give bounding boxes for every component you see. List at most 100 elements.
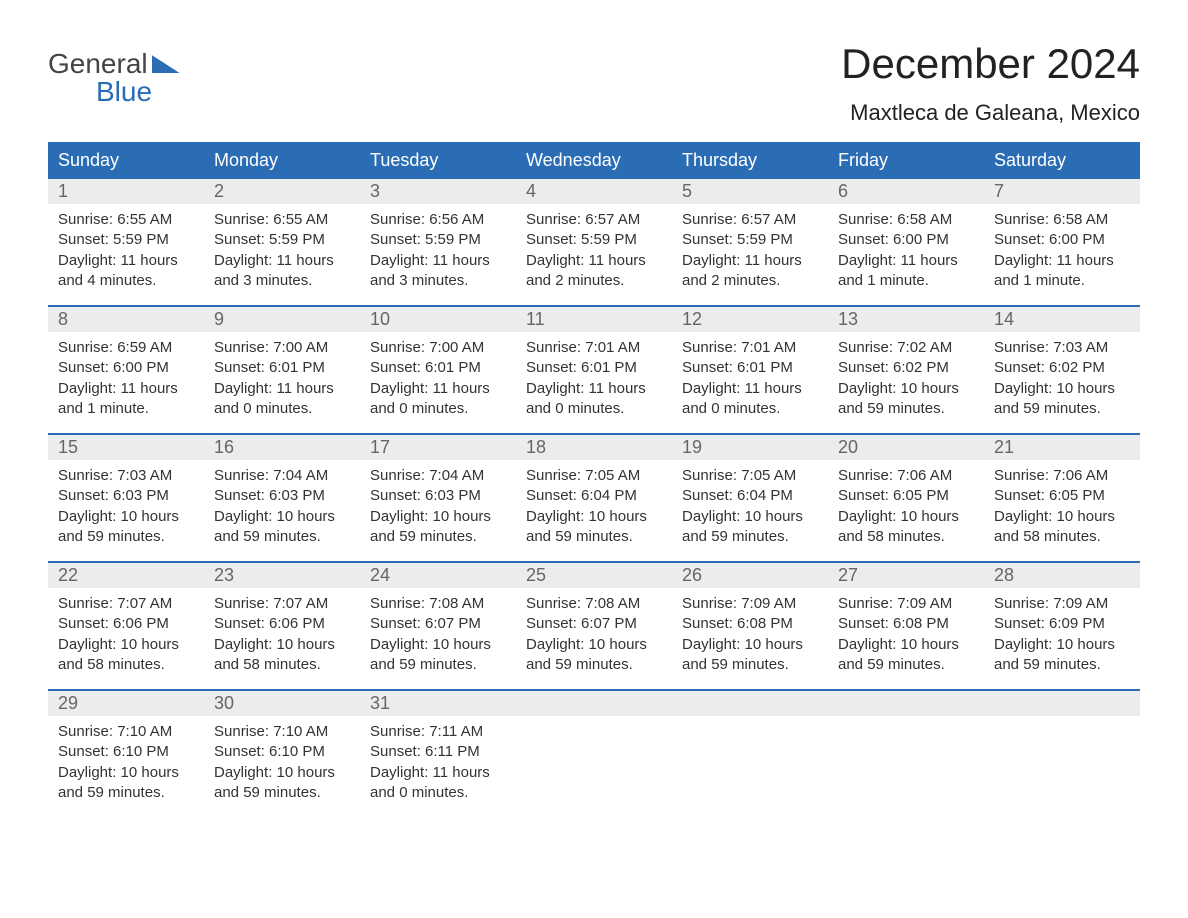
weekday-cell: Friday [828, 142, 984, 179]
daylight-line: Daylight: 10 hours and 59 minutes. [214, 507, 350, 548]
title-block: December 2024 Maxtleca de Galeana, Mexic… [841, 40, 1140, 136]
daylight-line: Daylight: 11 hours and 0 minutes. [370, 379, 506, 420]
day-number-empty [672, 691, 828, 716]
day-cell: 1Sunrise: 6:55 AMSunset: 5:59 PMDaylight… [48, 179, 204, 305]
day-number: 24 [360, 563, 516, 588]
sunset-line: Sunset: 6:10 PM [214, 742, 350, 762]
day-cell: 8Sunrise: 6:59 AMSunset: 6:00 PMDaylight… [48, 307, 204, 433]
day-body: Sunrise: 7:02 AMSunset: 6:02 PMDaylight:… [828, 332, 984, 429]
sunrise-line: Sunrise: 6:58 AM [838, 210, 974, 230]
sunrise-line: Sunrise: 7:00 AM [214, 338, 350, 358]
sunrise-line: Sunrise: 7:00 AM [370, 338, 506, 358]
sunset-line: Sunset: 6:00 PM [994, 230, 1130, 250]
day-cell: 20Sunrise: 7:06 AMSunset: 6:05 PMDayligh… [828, 435, 984, 561]
day-body: Sunrise: 6:55 AMSunset: 5:59 PMDaylight:… [48, 204, 204, 301]
sunrise-line: Sunrise: 7:08 AM [370, 594, 506, 614]
logo-text-2: Blue [48, 78, 180, 106]
daylight-line: Daylight: 11 hours and 0 minutes. [214, 379, 350, 420]
day-cell: 7Sunrise: 6:58 AMSunset: 6:00 PMDaylight… [984, 179, 1140, 305]
sunrise-line: Sunrise: 7:08 AM [526, 594, 662, 614]
day-body: Sunrise: 7:04 AMSunset: 6:03 PMDaylight:… [360, 460, 516, 557]
day-cell: 14Sunrise: 7:03 AMSunset: 6:02 PMDayligh… [984, 307, 1140, 433]
day-body: Sunrise: 7:00 AMSunset: 6:01 PMDaylight:… [360, 332, 516, 429]
sunrise-line: Sunrise: 7:02 AM [838, 338, 974, 358]
day-body: Sunrise: 6:55 AMSunset: 5:59 PMDaylight:… [204, 204, 360, 301]
day-cell: 28Sunrise: 7:09 AMSunset: 6:09 PMDayligh… [984, 563, 1140, 689]
day-number: 12 [672, 307, 828, 332]
day-number: 21 [984, 435, 1140, 460]
day-body: Sunrise: 7:07 AMSunset: 6:06 PMDaylight:… [48, 588, 204, 685]
sunrise-line: Sunrise: 6:55 AM [214, 210, 350, 230]
daylight-line: Daylight: 11 hours and 1 minute. [58, 379, 194, 420]
sunset-line: Sunset: 6:05 PM [994, 486, 1130, 506]
month-title: December 2024 [841, 40, 1140, 88]
sunrise-line: Sunrise: 7:09 AM [994, 594, 1130, 614]
sunrise-line: Sunrise: 7:04 AM [214, 466, 350, 486]
location: Maxtleca de Galeana, Mexico [841, 100, 1140, 126]
day-number: 20 [828, 435, 984, 460]
day-number: 16 [204, 435, 360, 460]
sunrise-line: Sunrise: 7:04 AM [370, 466, 506, 486]
sunrise-line: Sunrise: 7:03 AM [994, 338, 1130, 358]
day-cell: 23Sunrise: 7:07 AMSunset: 6:06 PMDayligh… [204, 563, 360, 689]
sunrise-line: Sunrise: 6:57 AM [682, 210, 818, 230]
sunset-line: Sunset: 5:59 PM [526, 230, 662, 250]
sunrise-line: Sunrise: 7:03 AM [58, 466, 194, 486]
sunset-line: Sunset: 6:01 PM [370, 358, 506, 378]
day-cell [672, 691, 828, 817]
day-cell: 31Sunrise: 7:11 AMSunset: 6:11 PMDayligh… [360, 691, 516, 817]
weekday-cell: Thursday [672, 142, 828, 179]
day-number: 5 [672, 179, 828, 204]
weekday-header-row: SundayMondayTuesdayWednesdayThursdayFrid… [48, 142, 1140, 179]
day-cell: 19Sunrise: 7:05 AMSunset: 6:04 PMDayligh… [672, 435, 828, 561]
sunrise-line: Sunrise: 7:10 AM [214, 722, 350, 742]
calendar: SundayMondayTuesdayWednesdayThursdayFrid… [48, 142, 1140, 817]
day-number: 29 [48, 691, 204, 716]
day-number-empty [828, 691, 984, 716]
day-cell: 9Sunrise: 7:00 AMSunset: 6:01 PMDaylight… [204, 307, 360, 433]
day-number: 30 [204, 691, 360, 716]
daylight-line: Daylight: 11 hours and 2 minutes. [526, 251, 662, 292]
day-number: 8 [48, 307, 204, 332]
weekday-cell: Sunday [48, 142, 204, 179]
weeks-container: 1Sunrise: 6:55 AMSunset: 5:59 PMDaylight… [48, 179, 1140, 817]
daylight-line: Daylight: 10 hours and 58 minutes. [838, 507, 974, 548]
daylight-line: Daylight: 10 hours and 58 minutes. [994, 507, 1130, 548]
day-number: 7 [984, 179, 1140, 204]
day-number: 14 [984, 307, 1140, 332]
day-body: Sunrise: 6:57 AMSunset: 5:59 PMDaylight:… [672, 204, 828, 301]
day-number-empty [984, 691, 1140, 716]
day-body: Sunrise: 6:56 AMSunset: 5:59 PMDaylight:… [360, 204, 516, 301]
day-body: Sunrise: 7:00 AMSunset: 6:01 PMDaylight:… [204, 332, 360, 429]
sunset-line: Sunset: 6:06 PM [58, 614, 194, 634]
sunset-line: Sunset: 6:01 PM [682, 358, 818, 378]
week-row: 22Sunrise: 7:07 AMSunset: 6:06 PMDayligh… [48, 561, 1140, 689]
day-number: 17 [360, 435, 516, 460]
day-number: 1 [48, 179, 204, 204]
day-body: Sunrise: 7:09 AMSunset: 6:08 PMDaylight:… [672, 588, 828, 685]
daylight-line: Daylight: 11 hours and 3 minutes. [214, 251, 350, 292]
sunrise-line: Sunrise: 7:09 AM [682, 594, 818, 614]
day-cell: 10Sunrise: 7:00 AMSunset: 6:01 PMDayligh… [360, 307, 516, 433]
day-body: Sunrise: 7:08 AMSunset: 6:07 PMDaylight:… [360, 588, 516, 685]
sunset-line: Sunset: 6:03 PM [58, 486, 194, 506]
day-body: Sunrise: 7:05 AMSunset: 6:04 PMDaylight:… [516, 460, 672, 557]
day-number-empty [516, 691, 672, 716]
day-body: Sunrise: 7:08 AMSunset: 6:07 PMDaylight:… [516, 588, 672, 685]
sunrise-line: Sunrise: 6:59 AM [58, 338, 194, 358]
daylight-line: Daylight: 10 hours and 59 minutes. [994, 379, 1130, 420]
logo: General Blue [48, 40, 180, 106]
day-number: 2 [204, 179, 360, 204]
day-cell: 15Sunrise: 7:03 AMSunset: 6:03 PMDayligh… [48, 435, 204, 561]
day-cell: 3Sunrise: 6:56 AMSunset: 5:59 PMDaylight… [360, 179, 516, 305]
day-cell: 27Sunrise: 7:09 AMSunset: 6:08 PMDayligh… [828, 563, 984, 689]
day-body: Sunrise: 7:03 AMSunset: 6:03 PMDaylight:… [48, 460, 204, 557]
day-body: Sunrise: 7:06 AMSunset: 6:05 PMDaylight:… [828, 460, 984, 557]
day-cell: 29Sunrise: 7:10 AMSunset: 6:10 PMDayligh… [48, 691, 204, 817]
logo-flag-icon [152, 55, 180, 73]
sunrise-line: Sunrise: 6:57 AM [526, 210, 662, 230]
day-cell: 17Sunrise: 7:04 AMSunset: 6:03 PMDayligh… [360, 435, 516, 561]
day-cell: 5Sunrise: 6:57 AMSunset: 5:59 PMDaylight… [672, 179, 828, 305]
daylight-line: Daylight: 10 hours and 59 minutes. [370, 635, 506, 676]
day-number: 10 [360, 307, 516, 332]
